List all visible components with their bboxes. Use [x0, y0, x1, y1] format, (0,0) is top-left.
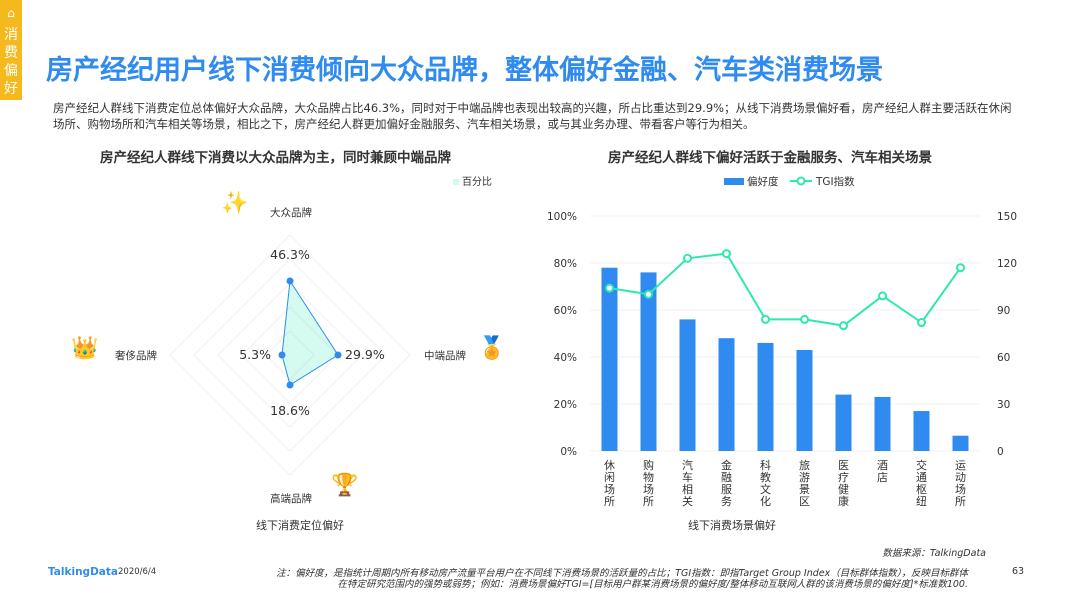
y-right-tick: 90: [997, 305, 1010, 317]
footnote-line-1: 注：偏好度，是指统计周期内所有移动房产流量平台用户在不同线下消费场景的活跃量的占…: [276, 568, 968, 579]
radar-title: 房产经纪人群线下消费以大众品牌为主，同时兼顾中端品牌: [100, 150, 451, 166]
legend-line-label: TGI指数: [815, 175, 855, 188]
tgi-point: [761, 314, 770, 324]
stars-hand-icon: ✨: [221, 190, 248, 216]
x-tick-label: 运动场所: [955, 459, 966, 508]
radar-grid: [217, 282, 363, 428]
crown-hand-icon: 👑: [71, 335, 98, 361]
trophy-hand-icon: 🏆: [331, 472, 358, 498]
bar: [835, 394, 852, 451]
radar-point: [286, 277, 294, 285]
radar-chart: 46.3% 29.9% 18.6% 5.3% 大众品牌 ✨ 中端品牌 🏅 高端品牌 🏆 奢侈品牌 👑 百…: [71, 176, 505, 532]
y-right-tick: 30: [997, 399, 1010, 411]
radar-point: [278, 351, 286, 359]
y-right-tick: 0: [997, 446, 1004, 458]
radar-grid: [265, 330, 315, 380]
radar-grid: [241, 306, 339, 404]
radar-value-label: 18.6%: [270, 403, 310, 418]
footnote-line-2: 在特定研究范围内的强势或弱势；例如：消费场景偏好TGI=[目标用户群某消费场景的…: [337, 579, 968, 590]
side-tag-label: 消费偏好: [4, 27, 18, 97]
radar-category-label: 大众品牌: [270, 206, 312, 219]
bar: [874, 396, 891, 451]
y-left-tick: 40%: [554, 352, 577, 364]
y-left-tick: 60%: [554, 305, 577, 317]
x-axis-title: 线下消费场景偏好: [688, 518, 776, 532]
brand-logo: TalkingData: [48, 566, 118, 578]
y-right-tick: 60: [997, 352, 1010, 364]
bar: [952, 435, 969, 451]
bar-line-chart: 0% 0 20% 30 40% 60 60% 90 80% 120 100% 150 休闲场所 购物场所 汽…: [547, 175, 1017, 532]
x-tick-label: 休闲场所: [604, 459, 615, 508]
radar-category-label: 高端品牌: [270, 492, 312, 505]
radar-area: [281, 279, 339, 386]
medal-hand-icon: 🏅: [478, 335, 505, 361]
bar: [718, 338, 735, 451]
radar-point: [286, 381, 294, 389]
tgi-point: [683, 253, 692, 263]
bar: [679, 319, 696, 451]
y-left-tick: 100%: [547, 211, 577, 223]
radar-value-label: 29.9%: [345, 347, 385, 362]
tgi-point: [722, 249, 731, 259]
tgi-point: [878, 291, 887, 301]
page-title: 房产经纪用户线下消费倾向大众品牌，整体偏好金融、汽车类消费场景: [46, 55, 883, 86]
radar-value-label: 46.3%: [270, 247, 310, 262]
x-tick-label: 金融服务: [721, 458, 732, 508]
radar-category-label: 奢侈品牌: [115, 349, 157, 362]
y-right-tick: 150: [997, 211, 1017, 223]
footnote: 注：偏好度，是指统计周期内所有移动房产流量平台用户在不同线下消费场景的活跃量的占…: [276, 568, 968, 590]
tgi-point: [839, 321, 848, 331]
bar: [757, 342, 774, 451]
legend-bar-label: 偏好度: [747, 175, 779, 188]
bar: [640, 272, 657, 451]
side-tag: ⌂ 消费偏好: [0, 0, 22, 100]
x-tick-label: 旅游景区: [799, 458, 810, 508]
legend-bar-swatch: [724, 178, 744, 185]
bar: [601, 267, 618, 451]
tgi-point: [644, 289, 653, 299]
radar-grid: [193, 258, 387, 452]
tgi-point: [800, 314, 809, 324]
bar-title: 房产经纪人群线下偏好活跃于金融服务、汽车相关场景: [608, 150, 932, 166]
x-tick-label: 交通枢纽: [916, 458, 927, 508]
legend-line-marker: [796, 176, 806, 186]
y-right-tick: 120: [997, 258, 1017, 270]
x-tick-label: 购物场所: [643, 458, 654, 508]
x-tick-label: 汽车相关: [682, 458, 693, 508]
legend-label: 百分比: [462, 176, 492, 188]
tgi-point: [917, 318, 926, 328]
x-tick-label: 科教文化: [760, 458, 771, 508]
date: 2020/6/4: [118, 567, 157, 577]
radar-value-label: 5.3%: [239, 347, 271, 362]
bar: [796, 349, 813, 451]
x-tick-label: 酒店: [877, 459, 888, 484]
tgi-point: [956, 263, 965, 273]
data-source: 数据来源：TalkingData: [882, 548, 986, 559]
tgi-line: [609, 252, 962, 327]
legend-swatch: [453, 179, 459, 185]
y-left-tick: 20%: [554, 399, 577, 411]
radar-grid: [169, 234, 411, 476]
basket-icon: ⌂: [7, 6, 15, 20]
page-number: 63: [1012, 566, 1025, 577]
x-tick-label: 医疗健康: [838, 459, 849, 508]
description: 房产经纪人群线下消费定位总体偏好大众品牌，大众品牌占比46.3%，同时对于中端品…: [53, 101, 1012, 131]
y-left-tick: 0%: [560, 446, 577, 458]
radar-point: [334, 351, 342, 359]
radar-category-label: 中端品牌: [424, 349, 466, 362]
x-axis-title: 线下消费定位偏好: [256, 518, 344, 532]
y-left-tick: 80%: [554, 258, 577, 270]
bar: [913, 411, 930, 451]
tgi-point: [605, 283, 614, 293]
